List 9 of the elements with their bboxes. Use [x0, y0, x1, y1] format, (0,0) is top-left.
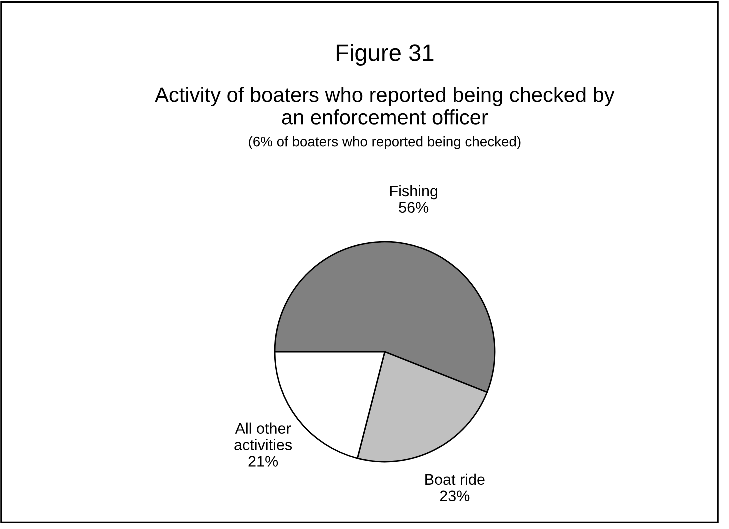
- slice-label: All other activities: [234, 422, 292, 450]
- text: (6% of boaters who reported being checked): [249, 136, 521, 150]
- slice-label: Fishing: [390, 185, 438, 200]
- chart-title: Figure 31: [336, 44, 434, 66]
- data-label: 21%: [248, 456, 278, 467]
- data-label: 56%: [399, 202, 429, 214]
- slice-label: Boat ride: [426, 474, 485, 486]
- data-label: 23%: [440, 490, 470, 502]
- chart-subtitle: Activity of boaters who reported being checked by an enforcement officer: [155, 87, 615, 125]
